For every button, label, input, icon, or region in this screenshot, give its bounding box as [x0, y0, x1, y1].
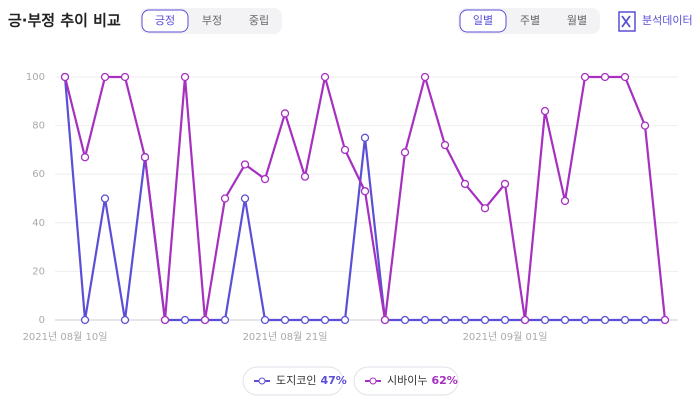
legend-swatch-dot [258, 377, 266, 385]
analysis-button[interactable]: 분석데이터 [642, 14, 693, 27]
point [560, 196, 570, 206]
point [80, 315, 90, 325]
point [100, 194, 110, 203]
point [400, 315, 410, 325]
point [420, 72, 430, 82]
point [660, 315, 670, 325]
point [280, 109, 290, 118]
tab-selected[interactable] [459, 9, 507, 33]
tab-selected[interactable] [141, 9, 189, 33]
y-tick-label: 100 [26, 72, 45, 83]
point [440, 315, 450, 325]
series-line [63, 76, 665, 322]
point [120, 315, 130, 325]
point [380, 315, 390, 325]
tab[interactable]: 부정 [202, 14, 222, 27]
point [500, 315, 510, 325]
point [220, 315, 230, 325]
point [620, 315, 630, 325]
point [640, 121, 650, 130]
point [480, 204, 490, 213]
x-tick-label: 2021년 08월 10일 [23, 331, 108, 343]
legend-label: 도지코인 [276, 374, 316, 387]
point [500, 179, 510, 189]
point [360, 133, 370, 142]
point [580, 72, 590, 82]
y-tick-label: 20 [32, 266, 45, 277]
point [240, 194, 250, 203]
tab[interactable]: 월별 [567, 14, 587, 27]
series-line [63, 72, 667, 321]
legend-swatch-dot [369, 377, 377, 385]
point [300, 172, 310, 181]
legend-pill[interactable] [353, 366, 459, 396]
legend-summary: 47% [320, 374, 346, 387]
point [600, 72, 610, 82]
point [280, 315, 290, 325]
point [180, 72, 190, 82]
point [580, 315, 590, 325]
point [460, 315, 470, 325]
point [480, 315, 490, 325]
point [400, 148, 410, 157]
legend-label: 시바이누 [387, 374, 427, 387]
y-tick-label: 40 [32, 218, 45, 229]
point [200, 315, 210, 325]
point [260, 174, 270, 184]
point [120, 72, 130, 82]
point [600, 315, 610, 325]
point [260, 315, 270, 325]
title: 긍·부정 추이 비교 [8, 12, 121, 30]
point [180, 315, 190, 325]
point [340, 315, 350, 325]
point [300, 315, 310, 325]
y-tick-label: 80 [32, 121, 45, 132]
point [460, 179, 470, 189]
tab[interactable]: 긍정 [155, 14, 175, 27]
point [540, 315, 550, 325]
y-tick-label: 60 [32, 169, 45, 180]
point [140, 153, 150, 162]
point [540, 106, 550, 116]
point [620, 72, 630, 82]
point [240, 160, 250, 169]
y-tick-label: 0 [39, 315, 45, 326]
x-tick-label: 2021년 09월 01일 [463, 331, 548, 343]
tab[interactable]: 중립 [249, 14, 269, 27]
point [420, 315, 430, 325]
point [640, 315, 650, 325]
point [440, 140, 450, 150]
point [320, 72, 330, 82]
point [80, 153, 90, 162]
point [220, 194, 230, 203]
legend-summary: 62% [431, 374, 457, 387]
icon-frame [618, 11, 636, 32]
point [560, 315, 570, 325]
point [360, 187, 370, 196]
point [60, 72, 70, 82]
legend-pill[interactable] [242, 366, 344, 396]
point [320, 315, 330, 325]
point [100, 72, 110, 82]
tab[interactable]: 주별 [520, 14, 540, 27]
x-tick-label: 2021년 08월 21일 [243, 331, 328, 343]
tab[interactable]: 일별 [473, 13, 493, 27]
point [340, 145, 350, 155]
excel-icon[interactable] [618, 11, 636, 32]
point [520, 315, 530, 325]
icon-x [621, 15, 631, 28]
point [160, 315, 170, 325]
